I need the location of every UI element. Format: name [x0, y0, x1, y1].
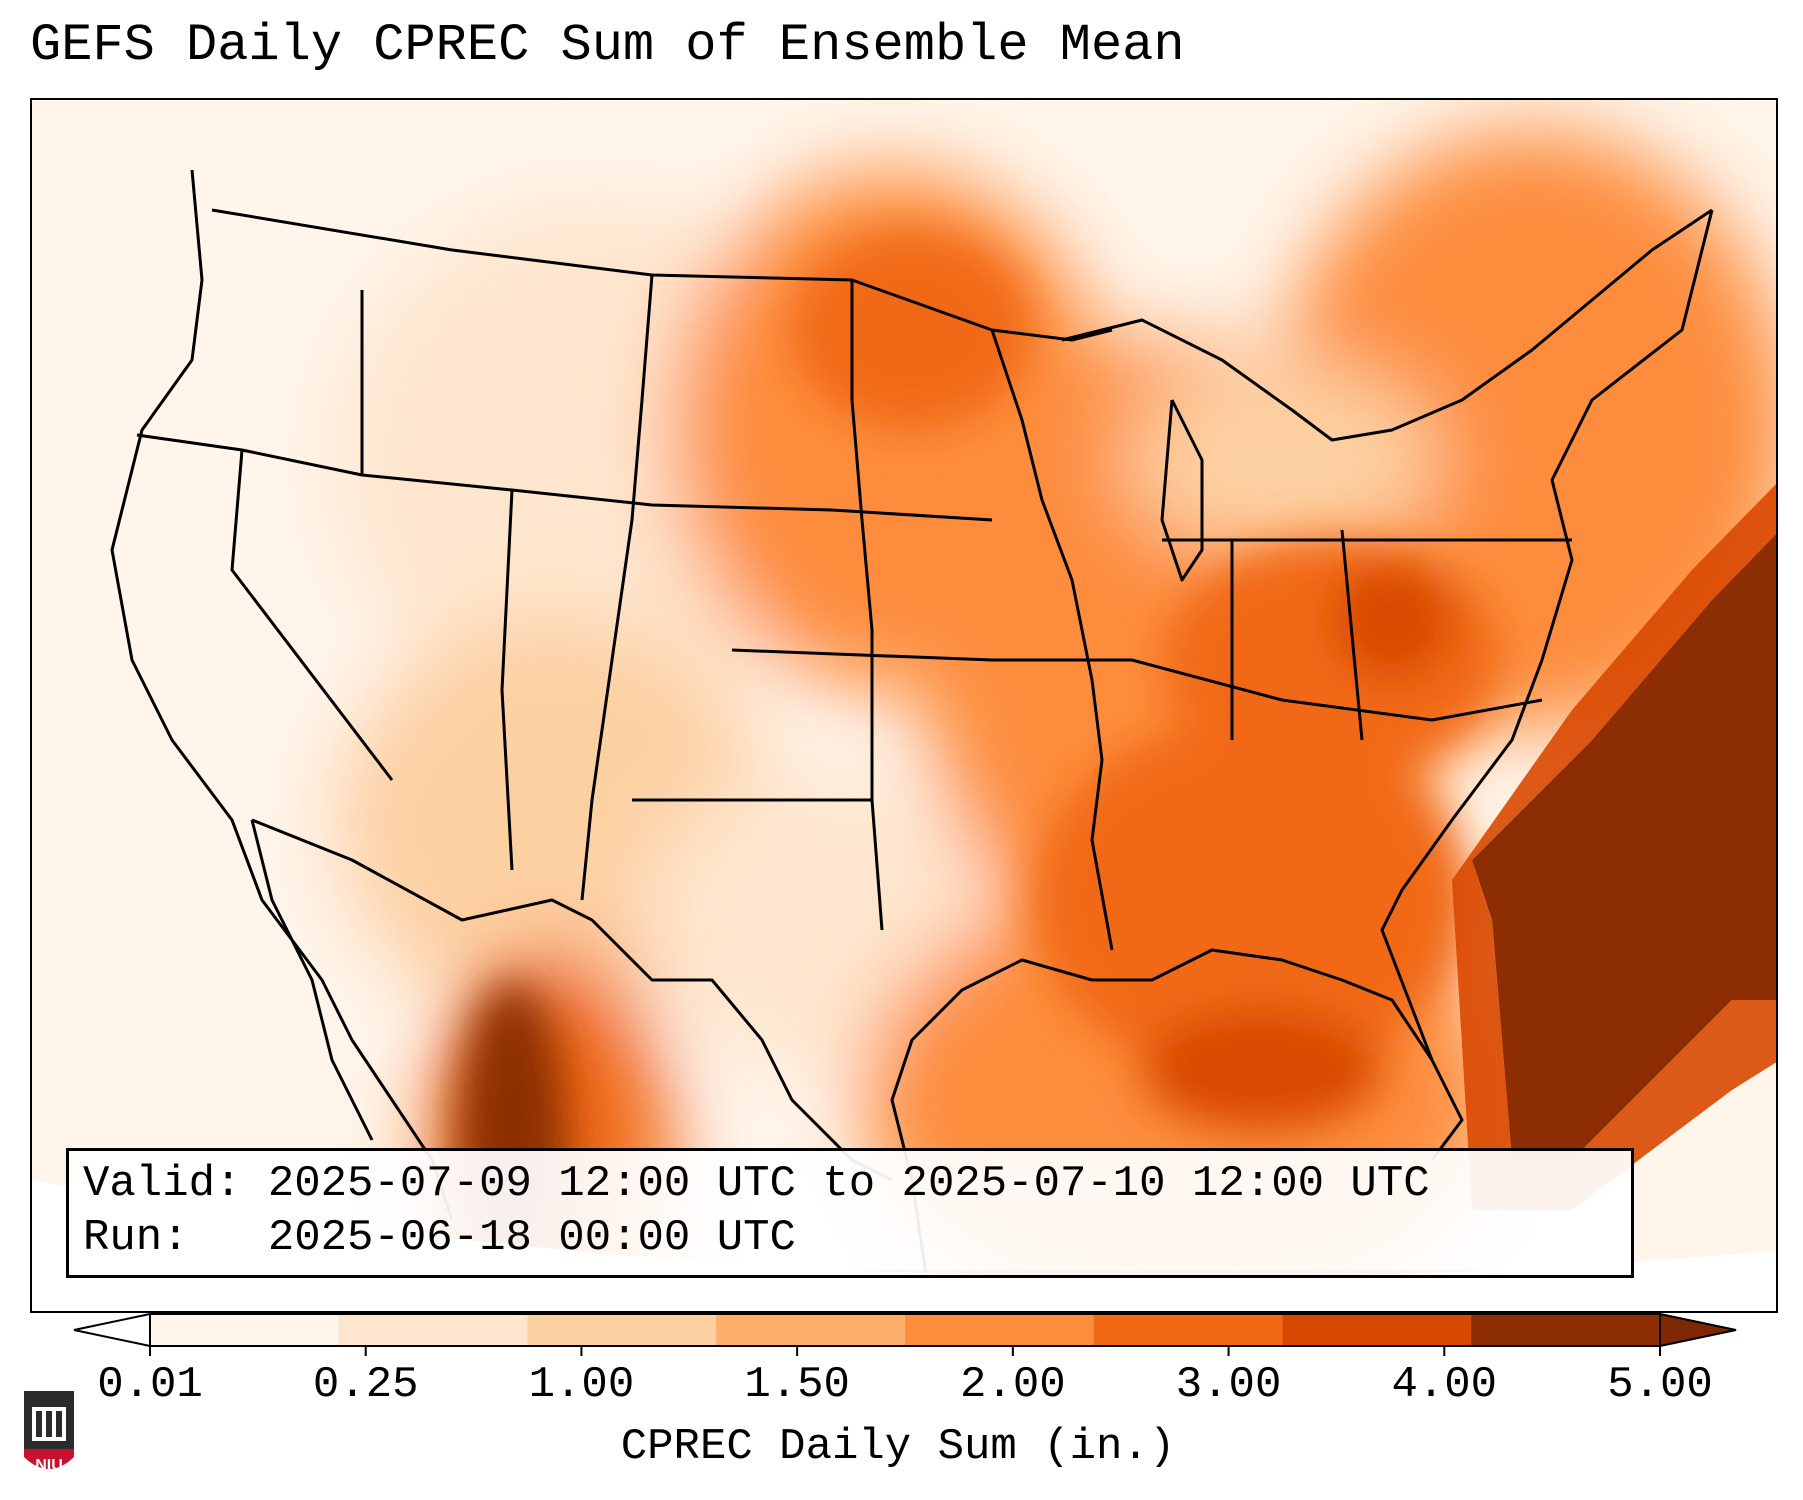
- precip-great-lakes: [1122, 360, 1442, 560]
- colorbar-segment: [716, 1314, 906, 1346]
- precip-map: [32, 100, 1776, 1311]
- colorbar-over-arrow: [1660, 1314, 1736, 1346]
- colorbar-tick-label: 0.01: [97, 1360, 203, 1410]
- valid-run-info-box: Valid: 2025-07-09 12:00 UTC to 2025-07-1…: [66, 1148, 1634, 1278]
- great-lakes-outline: [1061, 208, 1713, 442]
- valid-label: Valid:: [83, 1159, 242, 1209]
- niu-logo: NIU: [20, 1385, 78, 1481]
- colorbar-tick-label: 3.00: [1175, 1360, 1282, 1410]
- colorbar-tick-label: 0.25: [312, 1360, 419, 1410]
- valid-value: 2025-07-09 12:00 UTC to 2025-07-10 12:00…: [267, 1159, 1430, 1209]
- colorbar-under-arrow: [74, 1314, 150, 1346]
- precip-southeast: [1032, 720, 1472, 1080]
- colorbar-segment: [905, 1314, 1095, 1346]
- colorbar-arrow-outline-right: [1659, 1313, 1737, 1347]
- projection-edge: [32, 1180, 1776, 1311]
- precip-appalachian: [1332, 560, 1452, 680]
- colorbar-ticks: [149, 1346, 1661, 1356]
- precip-texas: [642, 770, 982, 1070]
- state-line-central: [850, 280, 884, 931]
- colorbar-segment: [1093, 1314, 1283, 1346]
- colorbar: [73, 1313, 1737, 1356]
- precip-field: [32, 100, 1776, 1311]
- state-line-southeast: [992, 658, 1543, 722]
- chart-title: GEFS Daily CPREC Sum of Ensemble Mean: [30, 16, 1185, 75]
- west-coast-outline: [110, 169, 454, 1221]
- colorbar-tick-label: 1.50: [744, 1360, 850, 1410]
- mexico-border: [251, 818, 893, 1182]
- colorbar-segment: [150, 1314, 340, 1346]
- colorbar-segment: [1471, 1314, 1661, 1346]
- niu-logo-icon: [24, 1391, 74, 1469]
- colorbar-outline: [149, 1313, 1661, 1347]
- lake-michigan: [1160, 399, 1204, 582]
- run-label: Run:: [83, 1213, 189, 1263]
- colorbar-tick-label: 4.00: [1391, 1360, 1498, 1410]
- colorbar-arrow-outline: [73, 1313, 151, 1347]
- colorbar-segment: [338, 1314, 528, 1346]
- colorbar-segment: [1282, 1314, 1472, 1346]
- colorbar-label: CPREC Daily Sum (in.): [620, 1422, 1176, 1472]
- precip-ohio-valley: [1162, 540, 1502, 780]
- precip-atlantic-max: [1472, 534, 1776, 1160]
- state-line-mississippi: [990, 329, 1114, 951]
- map-outlines: [110, 169, 1714, 1311]
- colorbar-segments: [150, 1314, 1661, 1346]
- run-value: 2025-06-18 00:00 UTC: [267, 1213, 796, 1263]
- colorbar-tick-label: 2.00: [960, 1360, 1066, 1410]
- baja-outline: [250, 819, 374, 1141]
- colorbar-segment: [527, 1314, 717, 1346]
- colorbar-tick-label: 5.00: [1607, 1360, 1713, 1410]
- state-line-plains: [580, 274, 654, 901]
- niu-logo-text: NIU: [35, 1457, 63, 1474]
- precip-atlantic-ring: [1452, 484, 1776, 1210]
- map-panel: [30, 98, 1778, 1313]
- precip-gulf-core: [1142, 1010, 1382, 1130]
- state-line-interior: [230, 290, 1572, 871]
- gulf-coast-outline: [890, 948, 1434, 1311]
- colorbar-tick-label: 1.00: [528, 1360, 635, 1410]
